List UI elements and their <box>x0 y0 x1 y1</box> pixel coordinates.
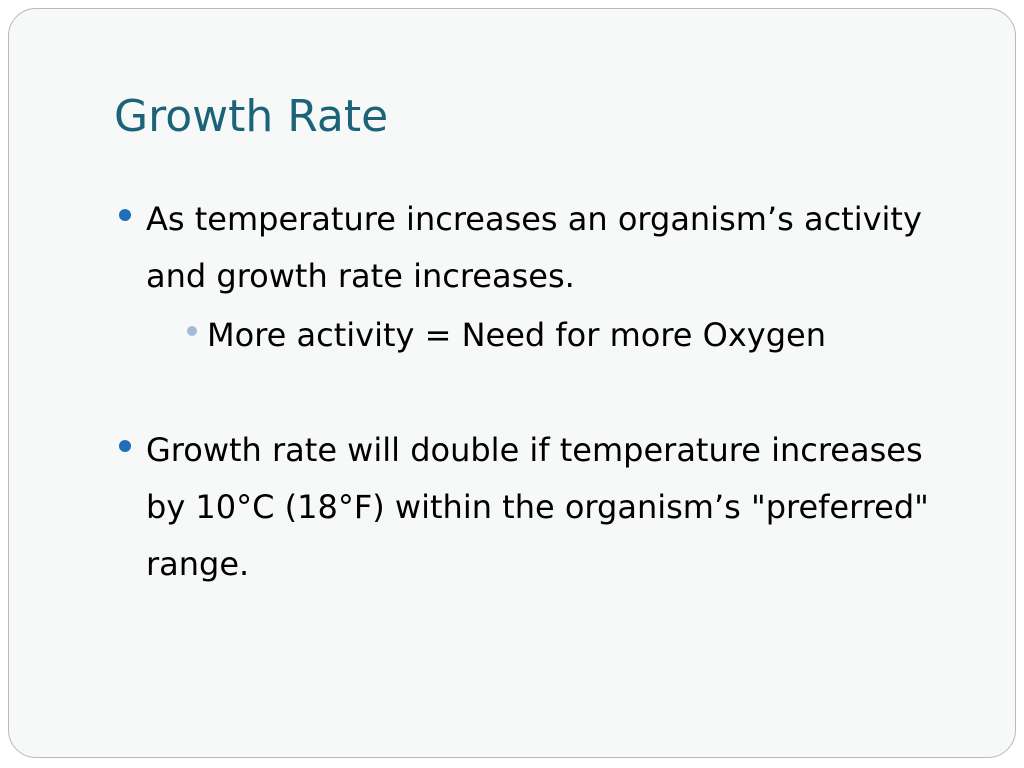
bullet-text: As temperature increases an organism’s a… <box>146 200 922 295</box>
slide-title: Growth Rate <box>114 91 389 142</box>
bullet-dot-icon <box>119 209 131 221</box>
bullet-text: Growth rate will double if temperature i… <box>146 431 929 583</box>
slide: Growth Rate As temperature increases an … <box>8 8 1016 758</box>
bullet-dot-icon <box>119 440 131 452</box>
sub-bullet-text: More activity = Need for more Oxygen <box>207 316 826 354</box>
sub-bullet-dot-icon <box>187 326 197 336</box>
